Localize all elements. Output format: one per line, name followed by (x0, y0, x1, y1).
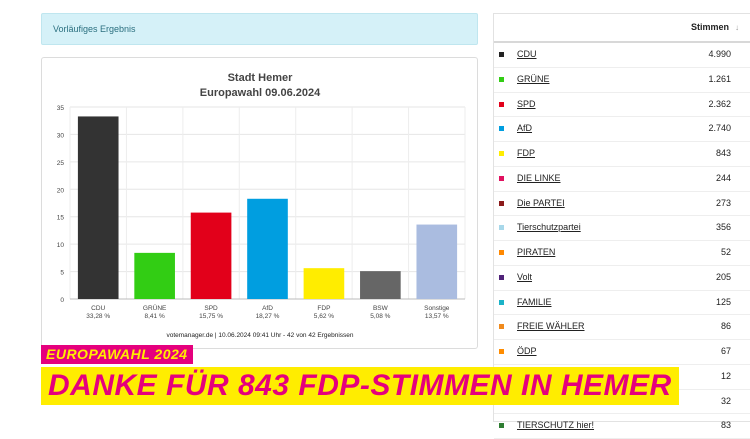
table-row: Die PARTEI 273 (494, 192, 750, 217)
y-tick-label: 0 (60, 297, 64, 304)
party-name-link[interactable]: Die PARTEI (517, 197, 565, 208)
party-votes: 843 (715, 148, 731, 158)
bar-spd (190, 212, 232, 299)
bar-grüne (134, 252, 175, 299)
bar-value-label: 15,75 % (199, 313, 223, 320)
party-votes: 244 (715, 172, 731, 183)
party-color-swatch (499, 101, 504, 107)
y-tick-label: 25 (57, 160, 65, 167)
chart-title: Stadt Hemer (228, 72, 294, 84)
party-color-swatch (499, 200, 504, 206)
y-tick-label: 5 (60, 270, 64, 277)
party-color-swatch (499, 76, 504, 82)
party-color-swatch (499, 225, 504, 231)
bar-bsw (360, 271, 401, 299)
bar-value-label: 5,08 % (370, 313, 390, 320)
bar-afd (247, 198, 288, 299)
table-row: GRÜNE 1.261 (494, 68, 750, 93)
party-votes: 52 (720, 247, 731, 257)
party-color-swatch (499, 151, 504, 156)
party-name-link[interactable]: AfD (517, 123, 533, 134)
y-tick-label: 35 (57, 105, 65, 112)
party-color-swatch (499, 274, 504, 280)
bar-fdp (303, 268, 345, 299)
party-name-link[interactable]: Tierschutzpartei (517, 222, 581, 233)
party-name-link[interactable]: FDP (517, 148, 535, 158)
chart-footer: votemanager.de | 10.06.2024 09:41 Uhr - … (166, 332, 353, 339)
bar-chart: Stadt Hemer Europawahl 09.06.2024 0 5 10 15 20… (57, 72, 466, 339)
party-name-link[interactable]: Volt (517, 271, 533, 282)
votes-column-header[interactable]: Stimmen (690, 22, 729, 32)
x-tick-label: AfD (262, 305, 273, 312)
party-name-link[interactable]: PIRATEN (517, 247, 556, 257)
x-tick-label: BSW (373, 305, 389, 312)
party-color-swatch (499, 324, 504, 330)
result-status-label: Vorläufiges Ergebnis (53, 24, 136, 34)
y-tick-label: 20 (57, 187, 65, 194)
table-row: FREIE WÄHLER 86 (494, 315, 750, 340)
table-row: ÖDP 67 (494, 340, 750, 365)
sort-arrow-icon[interactable]: ↓ (735, 23, 739, 32)
party-color-swatch (499, 299, 504, 305)
party-color-swatch (499, 423, 504, 429)
bar-sonstige (416, 224, 458, 299)
bar-value-label: 13,57 % (425, 313, 449, 320)
party-name-link[interactable]: SPD (517, 98, 536, 109)
party-votes: 356 (715, 222, 731, 233)
x-tick-label: GRÜNE (143, 304, 167, 312)
party-name-link[interactable]: ÖDP (517, 346, 537, 356)
party-name-link[interactable]: FREIE WÄHLER (517, 321, 585, 332)
y-tick-label: 30 (57, 132, 65, 139)
table-row: Volt 205 (494, 266, 750, 291)
party-votes: 205 (715, 271, 731, 282)
bar-value-label: 8,41 % (145, 313, 165, 320)
party-votes: 1.261 (708, 73, 731, 84)
x-tick-label: SPD (204, 305, 218, 312)
party-votes: 12 (720, 370, 731, 381)
table-row: TIERSCHUTZ hier! 83 (494, 414, 750, 439)
party-name-link[interactable]: CDU (517, 49, 537, 59)
table-row: DIE LINKE 244 (494, 167, 750, 192)
bar-value-label: 18,27 % (256, 313, 280, 320)
party-votes: 32 (720, 395, 731, 406)
party-color-swatch (499, 250, 504, 255)
party-name-link[interactable]: FAMILIE (517, 296, 552, 307)
table-row: FAMILIE 125 (494, 291, 750, 316)
bar-value-label: 33,28 % (86, 313, 110, 320)
party-color-swatch (499, 52, 504, 57)
x-tick-label: FDP (317, 305, 330, 312)
table-row: FDP 843 (494, 142, 750, 167)
party-votes: 4.990 (708, 49, 731, 59)
table-row: AfD 2.740 (494, 117, 750, 142)
table-row: SPD 2.362 (494, 93, 750, 118)
party-color-swatch (499, 349, 504, 354)
party-votes: 86 (720, 321, 731, 332)
y-tick-label: 15 (57, 215, 65, 222)
party-name-link[interactable]: GRÜNE (517, 73, 550, 84)
thank-you-banner: DANKE FÜR 843 FDP-STIMMEN IN HEMER (41, 367, 679, 405)
election-tag-banner: EUROPAWAHL 2024 (41, 345, 193, 364)
party-votes: 67 (720, 346, 731, 356)
party-color-swatch (499, 175, 504, 181)
x-tick-label: CDU (91, 305, 105, 312)
x-tick-label: Sonstige (424, 305, 450, 312)
table-row: CDU 4.990 (494, 43, 750, 68)
party-votes: 2.740 (708, 123, 731, 134)
table-header: Stimmen ↓ (494, 14, 750, 43)
table-row: PIRATEN 52 (494, 241, 750, 266)
y-tick-label: 10 (57, 242, 65, 249)
party-name-link[interactable]: DIE LINKE (517, 172, 561, 183)
chart-subtitle: Europawahl 09.06.2024 (200, 87, 321, 99)
party-votes: 273 (715, 197, 731, 208)
table-row: Tierschutzpartei 356 (494, 216, 750, 241)
bar-value-label: 5,62 % (314, 313, 334, 320)
chart-card: Stadt Hemer Europawahl 09.06.2024 0 5 10 15 20… (41, 57, 478, 349)
result-status-bar: Vorläufiges Ergebnis (41, 13, 478, 45)
party-color-swatch (499, 126, 504, 132)
party-votes: 125 (715, 296, 731, 307)
bar-cdu (77, 116, 119, 299)
party-votes: 2.362 (708, 98, 731, 109)
results-table: Stimmen ↓ CDU 4.990 GRÜNE 1.261 SPD 2.362 AfD 2… (493, 13, 750, 439)
